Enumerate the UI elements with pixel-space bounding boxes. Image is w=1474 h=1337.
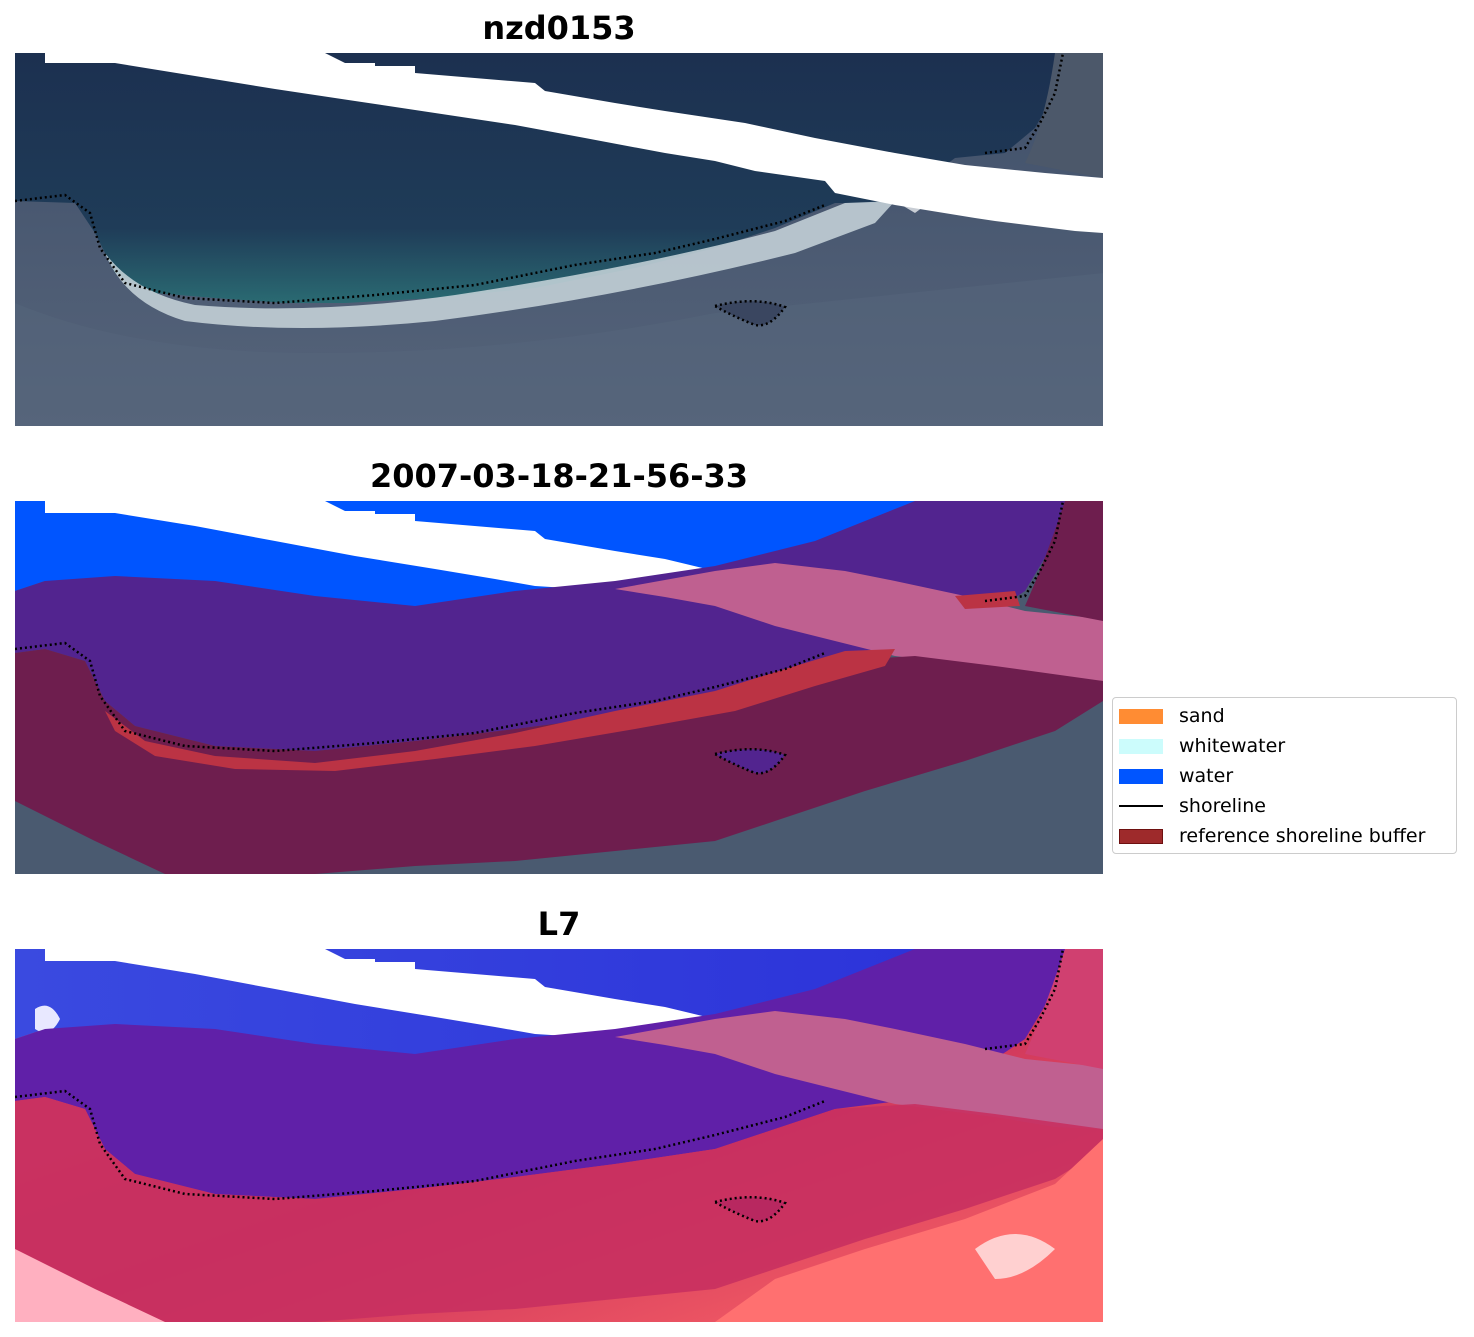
panel-title-satellite: L7 bbox=[537, 905, 581, 943]
legend-label-buffer: reference shoreline buffer bbox=[1179, 825, 1426, 847]
legend-swatch-water bbox=[1119, 768, 1163, 784]
legend-swatch-shoreline bbox=[1119, 805, 1163, 807]
legend-label-shoreline: shoreline bbox=[1179, 795, 1266, 817]
index-map bbox=[15, 949, 1103, 1322]
legend-item-sand: sand bbox=[1119, 701, 1225, 731]
classified-image-panel bbox=[15, 501, 1103, 874]
legend-item-water: water bbox=[1119, 761, 1233, 791]
legend: sand whitewater water shoreline referenc… bbox=[1112, 697, 1457, 854]
legend-label-water: water bbox=[1179, 765, 1234, 787]
legend-label-sand: sand bbox=[1179, 705, 1225, 727]
legend-label-whitewater: whitewater bbox=[1179, 735, 1286, 757]
index-image-panel bbox=[15, 949, 1103, 1322]
legend-swatch-whitewater bbox=[1119, 738, 1163, 754]
legend-item-whitewater: whitewater bbox=[1119, 731, 1285, 761]
legend-item-buffer: reference shoreline buffer bbox=[1119, 821, 1425, 851]
legend-swatch-buffer bbox=[1119, 828, 1163, 844]
rgb-image-panel bbox=[15, 53, 1103, 426]
legend-item-shoreline: shoreline bbox=[1119, 791, 1266, 821]
classification-map bbox=[15, 501, 1103, 874]
rgb-satellite-image bbox=[15, 53, 1103, 426]
legend-swatch-sand bbox=[1119, 708, 1163, 724]
panel-title-classified: 2007-03-18-21-56-33 bbox=[369, 457, 749, 495]
panel-title-rgb: nzd0153 bbox=[482, 9, 636, 47]
